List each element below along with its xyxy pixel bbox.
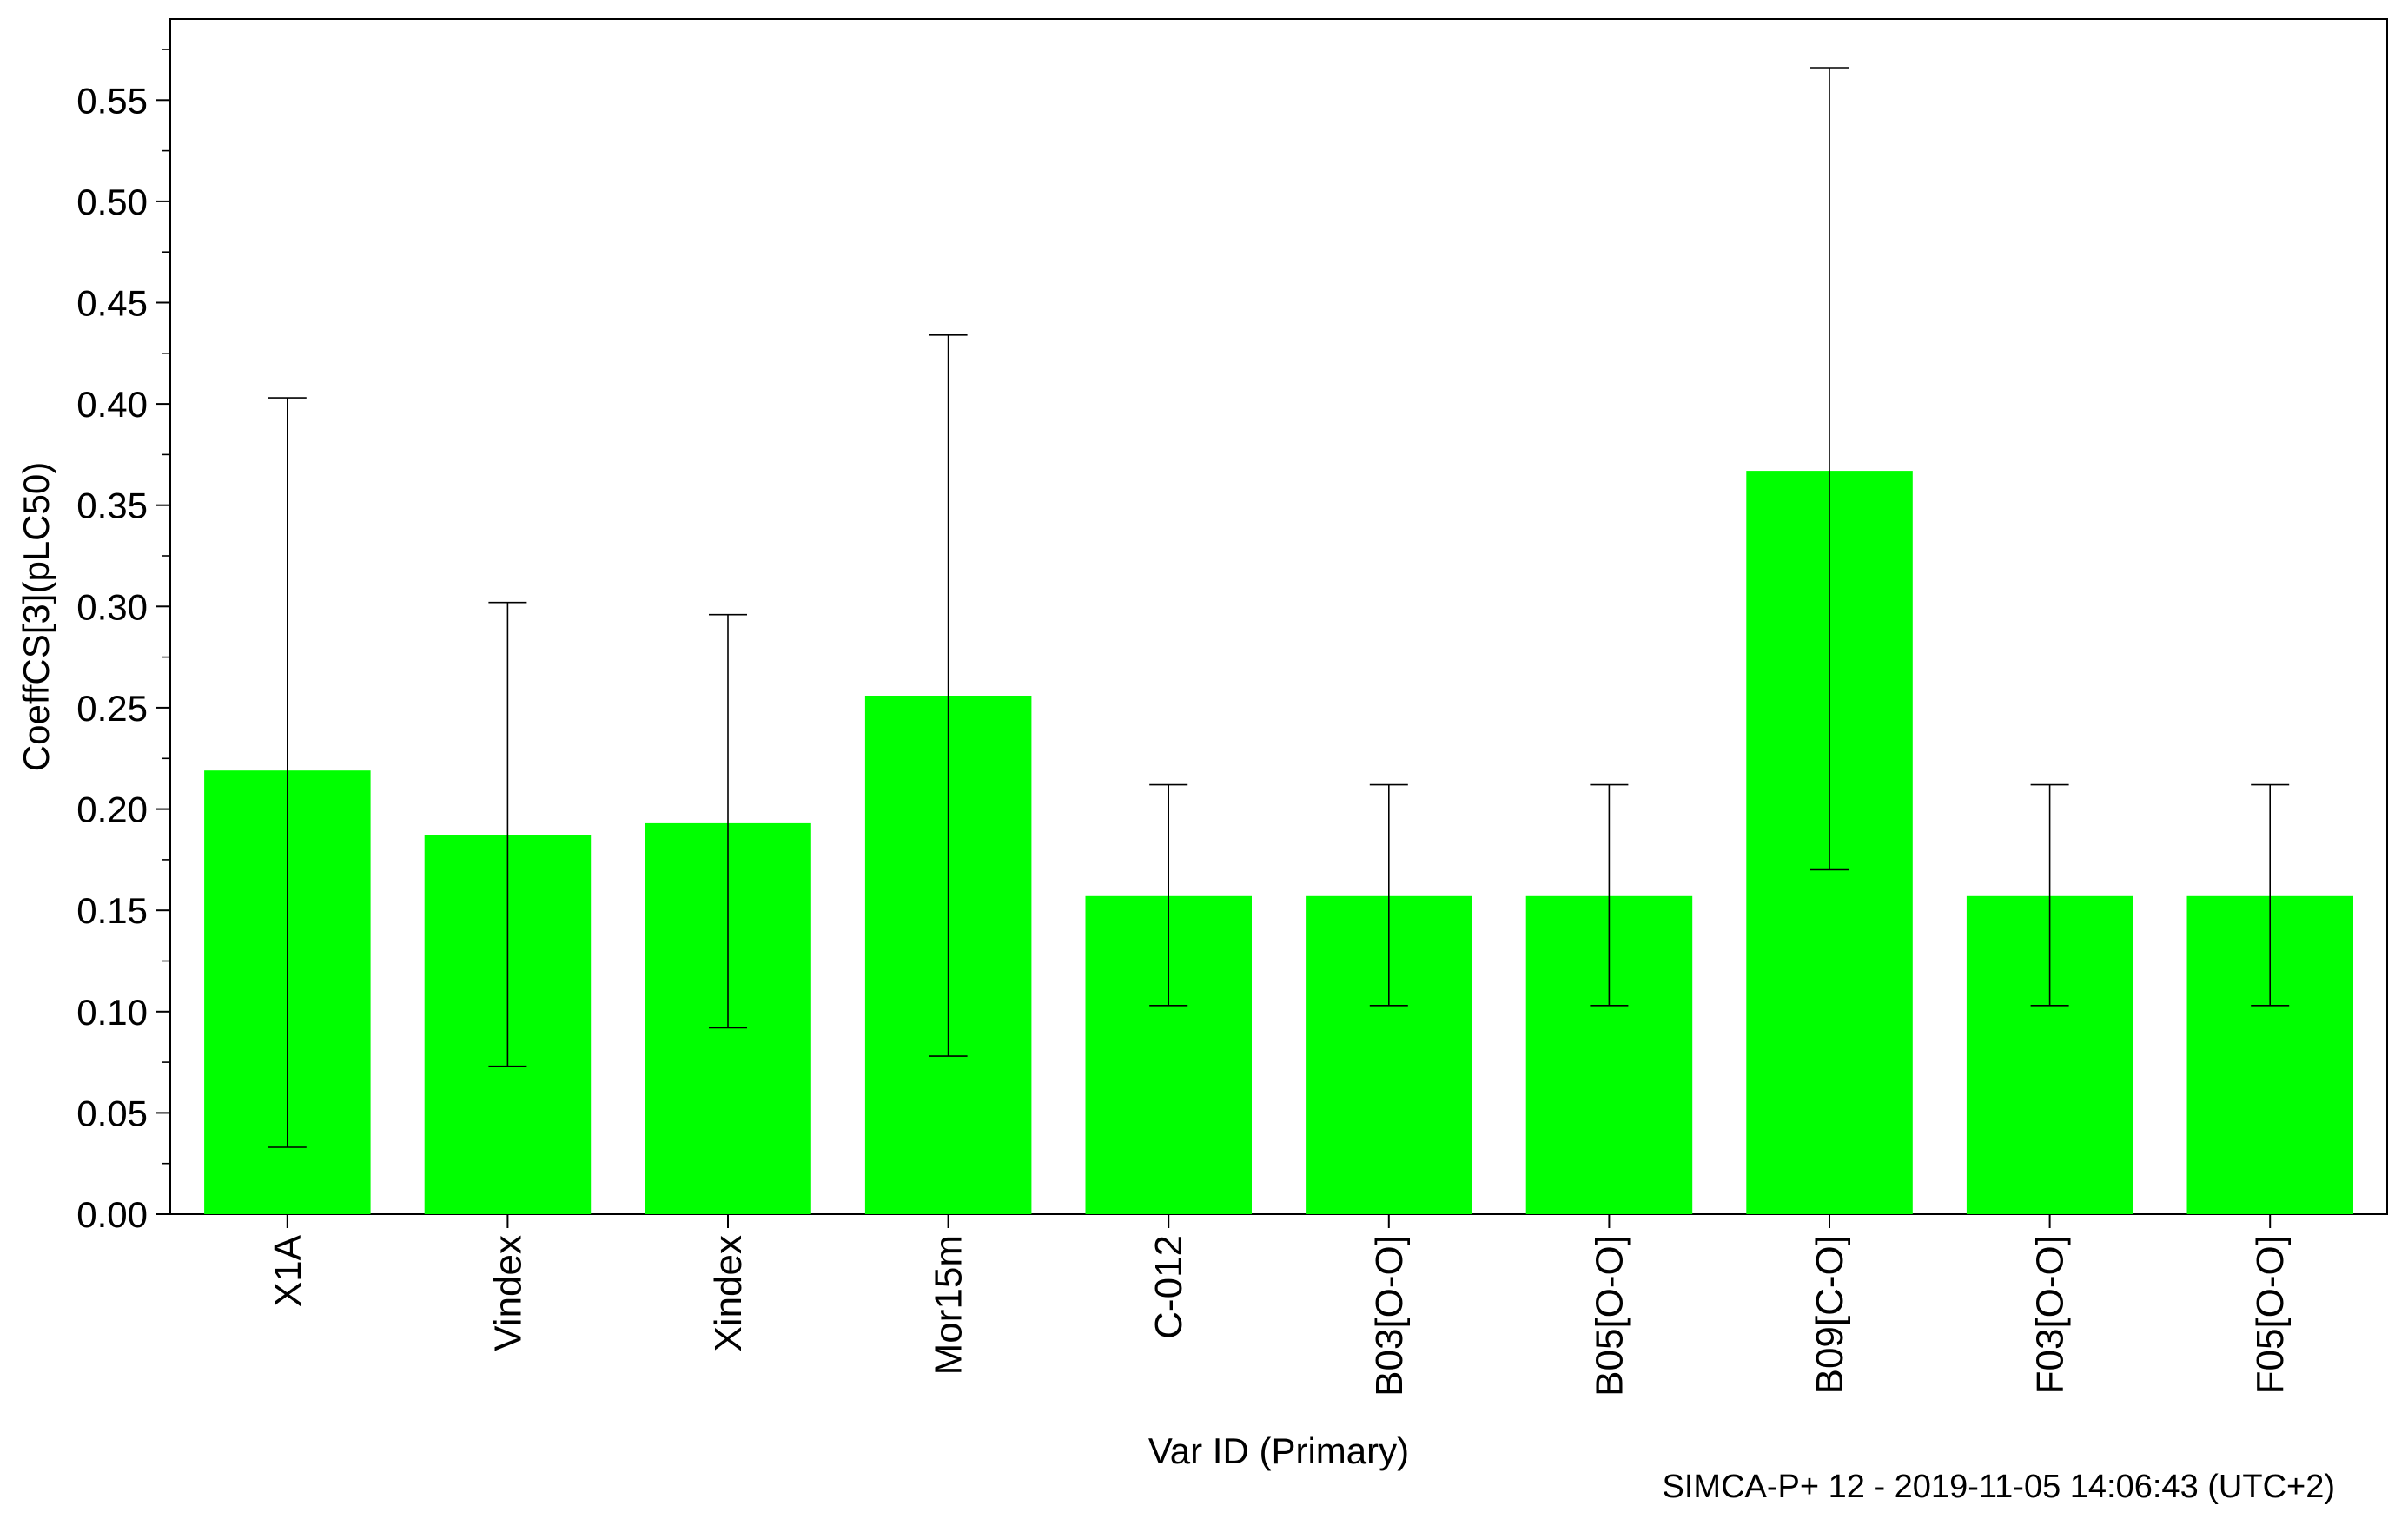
x-tick-label-1: Vindex (486, 1235, 529, 1351)
y-tick-label-4: 0.20 (76, 789, 148, 830)
error-bars-layer (268, 67, 2290, 1148)
x-axis-title: Var ID (Primary) (1148, 1430, 1409, 1471)
y-tick-label-10: 0.50 (76, 182, 148, 222)
y-tick-label-2: 0.10 (76, 992, 148, 1033)
x-tick-label-7: B09[C-O] (1809, 1235, 1851, 1394)
y-tick-label-7: 0.35 (76, 485, 148, 526)
y-axis: 0.00 0.05 0.10 0.15 0.20 0.25 0.30 0.35 0.40 0.45… (76, 49, 170, 1235)
y-tick-label-1: 0.05 (76, 1093, 148, 1133)
x-tick-label-8: F03[O-O] (2029, 1235, 2072, 1394)
software-timestamp: SIMCA-P+ 12 - 2019-11-05 14:06:43 (UTC+2… (1663, 1469, 2335, 1505)
y-tick-label-3: 0.15 (76, 890, 148, 931)
y-tick-label-6: 0.30 (76, 586, 148, 627)
x-axis: X1A Vindex Xindex Mor15m C-012 B03[O-O] B05[O-… (267, 1214, 2292, 1397)
x-tick-label-0: X1A (267, 1234, 309, 1307)
x-tick-label-4: C-012 (1148, 1235, 1190, 1339)
x-tick-label-2: Xindex (707, 1235, 750, 1352)
plot-frame (169, 18, 2388, 1215)
y-tick-label-5: 0.25 (76, 688, 148, 729)
x-tick-label-9: F05[O-O] (2249, 1235, 2292, 1394)
y-tick-label-8: 0.40 (76, 384, 148, 425)
x-tick-label-5: B03[O-O] (1368, 1235, 1411, 1397)
x-tick-label-6: B05[O-O] (1588, 1235, 1631, 1397)
y-tick-label-11: 0.55 (76, 80, 148, 121)
x-tick-label-3: Mor15m (928, 1235, 970, 1375)
y-axis-title: CoeffCS[3](pLC50) (16, 462, 56, 771)
y-tick-label-0: 0.00 (76, 1194, 148, 1235)
y-tick-label-9: 0.45 (76, 283, 148, 324)
